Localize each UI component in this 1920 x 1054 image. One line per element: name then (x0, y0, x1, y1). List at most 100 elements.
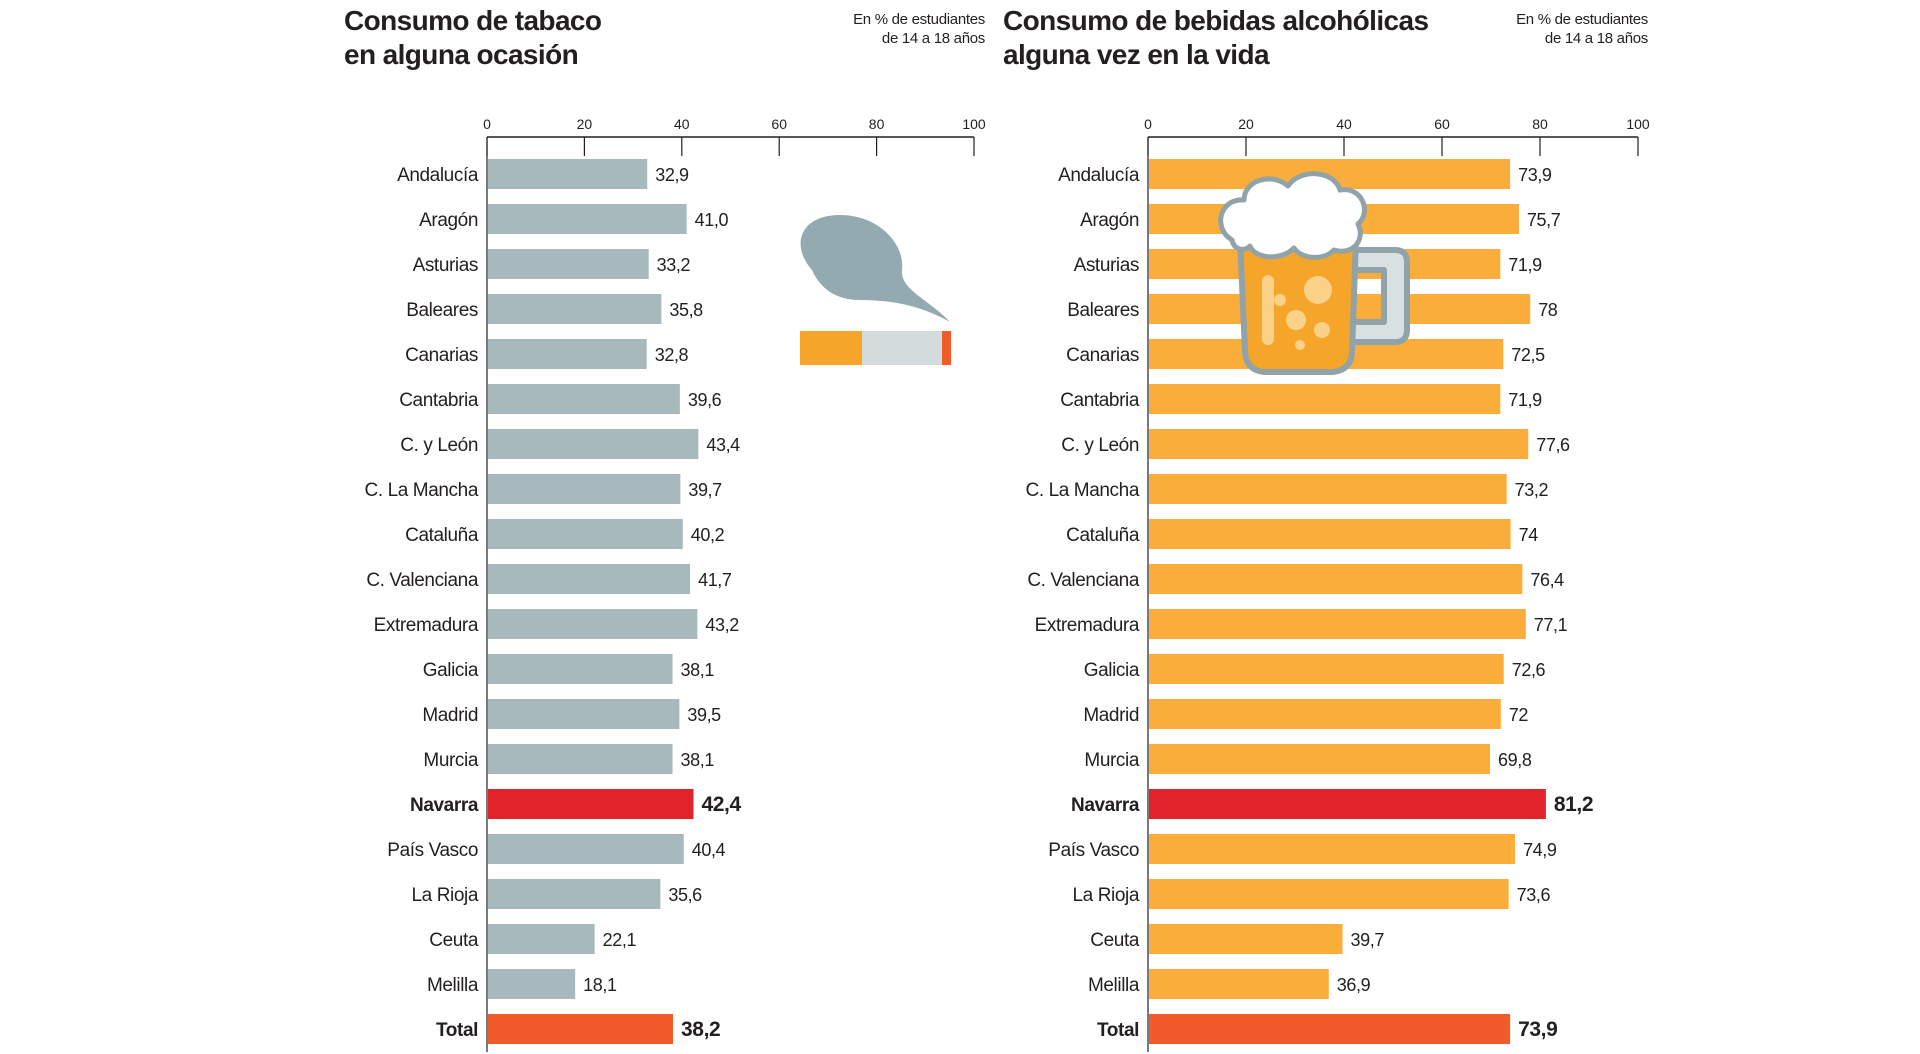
value-label: 72,5 (1511, 345, 1545, 365)
bar-c-valenciana (488, 564, 691, 594)
category-label: C. y León (400, 435, 478, 456)
category-label: Cataluña (1066, 525, 1140, 546)
category-label: La Rioja (1072, 885, 1139, 906)
category-label: País Vasco (1048, 840, 1139, 861)
value-label: 73,9 (1518, 1018, 1557, 1041)
bar-c-y-leon (488, 429, 699, 459)
x-tick-label: 100 (1626, 116, 1650, 132)
cigarette-smoke-icon (800, 215, 951, 365)
category-label: Baleares (1067, 300, 1139, 321)
value-label: 32,9 (655, 165, 689, 185)
bar-ceuta (1149, 924, 1343, 954)
x-tick-label: 80 (1532, 116, 1548, 132)
category-label: C. y León (1061, 435, 1139, 456)
x-tick-label: 40 (674, 116, 690, 132)
category-label: Melilla (1088, 975, 1140, 996)
chart-title: Consumo de bebidas alcohólicas alguna ve… (1003, 5, 1429, 70)
bar-c-y-leon (1149, 429, 1529, 459)
value-label: 38,1 (681, 750, 715, 770)
category-label: La Rioja (411, 885, 478, 906)
value-label: 33,2 (657, 255, 691, 275)
x-tick-label: 40 (1336, 116, 1352, 132)
bar-pais-vasco (1149, 834, 1516, 864)
bar-cataluna (488, 519, 683, 549)
category-label: Baleares (406, 300, 478, 321)
category-label: Andalucía (1058, 165, 1140, 186)
category-label: Ceuta (429, 930, 479, 951)
value-label: 32,8 (655, 345, 689, 365)
category-label: Galicia (1084, 660, 1140, 681)
bar-cataluna (1149, 519, 1511, 549)
value-label: 73,6 (1517, 885, 1551, 905)
value-label: 73,2 (1515, 480, 1549, 500)
category-label: Cataluña (405, 525, 479, 546)
category-label: C. Valenciana (1027, 570, 1140, 591)
x-tick-label: 100 (962, 116, 986, 132)
value-label: 72 (1509, 705, 1529, 725)
bar-melilla (1149, 969, 1329, 999)
category-label: Murcia (423, 750, 478, 771)
value-label: 81,2 (1554, 793, 1593, 816)
category-label: Galicia (423, 660, 479, 681)
value-label: 43,4 (706, 435, 740, 455)
value-label: 69,8 (1498, 750, 1532, 770)
category-label: C. Valenciana (366, 570, 479, 591)
category-label: Madrid (422, 705, 478, 726)
x-tick-label: 80 (869, 116, 885, 132)
x-tick-label: 0 (483, 116, 491, 132)
tobacco-chart: Consumo de tabaco en alguna ocasión En %… (344, 5, 986, 1052)
category-label: Canarias (1066, 345, 1139, 366)
bar-navarra (488, 789, 694, 819)
value-label: 76,4 (1530, 570, 1564, 590)
bar-extremadura (1149, 609, 1526, 639)
value-label: 41,0 (695, 210, 729, 230)
value-label: 39,7 (1351, 930, 1385, 950)
bar-galicia (1149, 654, 1504, 684)
value-label: 75,7 (1527, 210, 1561, 230)
bar-madrid (488, 699, 680, 729)
bar-c-la-mancha (488, 474, 681, 504)
category-label: Aragón (419, 210, 478, 231)
bar-cantabria (488, 384, 680, 414)
x-tick-label: 20 (1238, 116, 1254, 132)
value-label: 71,9 (1508, 255, 1542, 275)
bar-ceuta (488, 924, 595, 954)
value-label: 41,7 (698, 570, 732, 590)
x-tick-label: 0 (1144, 116, 1152, 132)
x-tick-label: 60 (771, 116, 787, 132)
x-tick-label: 20 (577, 116, 593, 132)
category-label: Madrid (1083, 705, 1139, 726)
bar-canarias (488, 339, 647, 369)
category-label: C. La Mancha (1026, 480, 1140, 501)
category-label: Cantabria (399, 390, 479, 411)
beer-mug-icon (1218, 171, 1410, 375)
value-label: 22,1 (603, 930, 637, 950)
value-label: 38,2 (681, 1018, 720, 1041)
category-label: Extremadura (1035, 615, 1140, 636)
value-label: 73,9 (1518, 165, 1552, 185)
bar-navarra (1149, 789, 1546, 819)
unit-note: En % de estudiantes de 14 a 18 años (853, 11, 985, 47)
x-tick-label: 60 (1434, 116, 1450, 132)
value-label: 36,9 (1337, 975, 1371, 995)
bar-madrid (1149, 699, 1501, 729)
bar-melilla (488, 969, 576, 999)
category-label: Navarra (410, 795, 479, 816)
bar-galicia (488, 654, 673, 684)
bar-total (1149, 1014, 1511, 1044)
category-label: C. La Mancha (365, 480, 479, 501)
value-label: 39,5 (687, 705, 721, 725)
bar-extremadura (488, 609, 698, 639)
category-label: Andalucía (397, 165, 479, 186)
value-label: 39,7 (688, 480, 722, 500)
category-label: Murcia (1084, 750, 1139, 771)
category-label: Aragón (1080, 210, 1139, 231)
category-label: Total (436, 1020, 478, 1041)
value-label: 78 (1538, 300, 1558, 320)
value-label: 74 (1519, 525, 1539, 545)
value-label: 74,9 (1523, 840, 1557, 860)
bar-aragon (488, 204, 687, 234)
chart-title: Consumo de tabaco en alguna ocasión (344, 5, 602, 70)
